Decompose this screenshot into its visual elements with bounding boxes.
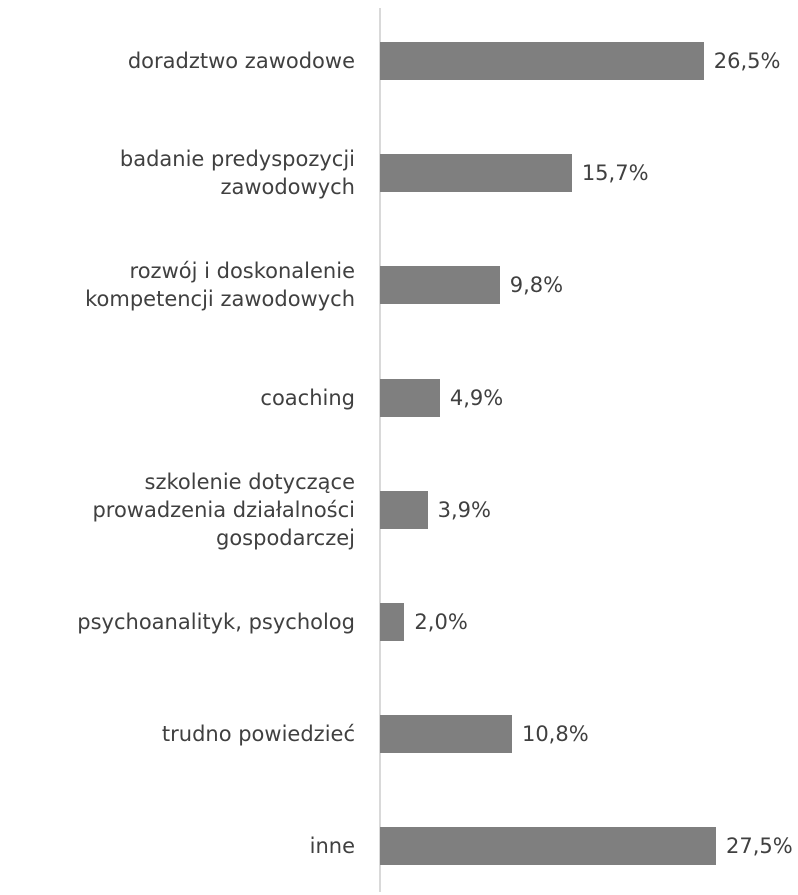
bar bbox=[380, 42, 704, 80]
category-label: szkolenie dotyczące prowadzenia działaln… bbox=[92, 469, 355, 550]
data-label: 27,5% bbox=[726, 834, 793, 859]
category-label: inne bbox=[309, 834, 355, 859]
bar bbox=[380, 827, 716, 866]
category-label: rozwój i doskonalenie kompetencji zawodo… bbox=[85, 259, 355, 312]
category-label: trudno powiedzieć bbox=[161, 722, 355, 747]
bar bbox=[380, 603, 405, 641]
data-label: 2,0% bbox=[414, 610, 468, 634]
data-label: 3,9% bbox=[437, 497, 491, 522]
bar bbox=[380, 715, 512, 754]
bar bbox=[380, 378, 440, 417]
category-label: psychoanalityk, psycholog bbox=[77, 610, 355, 634]
category-label: coaching bbox=[260, 385, 355, 410]
category-axis bbox=[379, 8, 381, 892]
bar bbox=[380, 154, 572, 193]
data-label: 10,8% bbox=[521, 722, 589, 747]
data-label: 4,9% bbox=[449, 385, 504, 410]
data-label: 9,8% bbox=[509, 273, 564, 298]
bar bbox=[380, 490, 428, 529]
data-label: 15,7% bbox=[581, 161, 649, 186]
data-label: 26,5% bbox=[713, 49, 781, 73]
category-label: doradztwo zawodowe bbox=[127, 49, 355, 73]
bar bbox=[380, 266, 500, 305]
category-label: badanie predyspozycji zawodowych bbox=[119, 147, 355, 200]
